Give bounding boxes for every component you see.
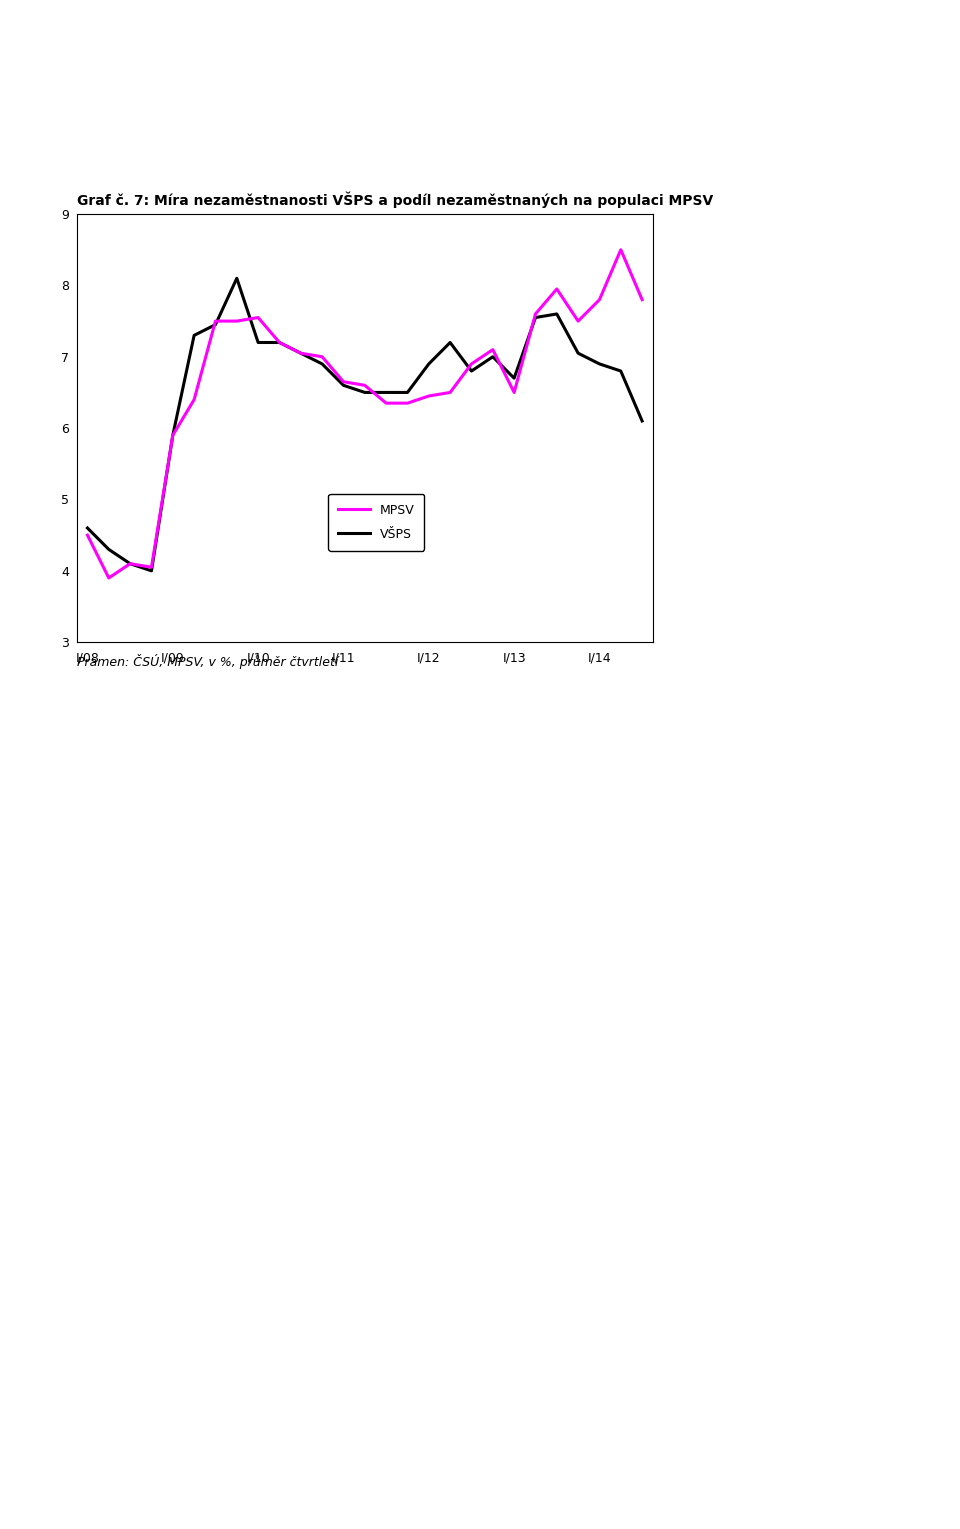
- Text: Pramen: ČSÚ, MPSV, v %, průměr čtvrtletí: Pramen: ČSÚ, MPSV, v %, průměr čtvrtletí: [77, 654, 338, 670]
- Legend: MPSV, VŠPS: MPSV, VŠPS: [328, 494, 424, 550]
- Text: Graf č. 7: Míra nezaměstnanosti VŠPS a podíl nezaměstnaných na populaci MPSV: Graf č. 7: Míra nezaměstnanosti VŠPS a p…: [77, 191, 713, 208]
